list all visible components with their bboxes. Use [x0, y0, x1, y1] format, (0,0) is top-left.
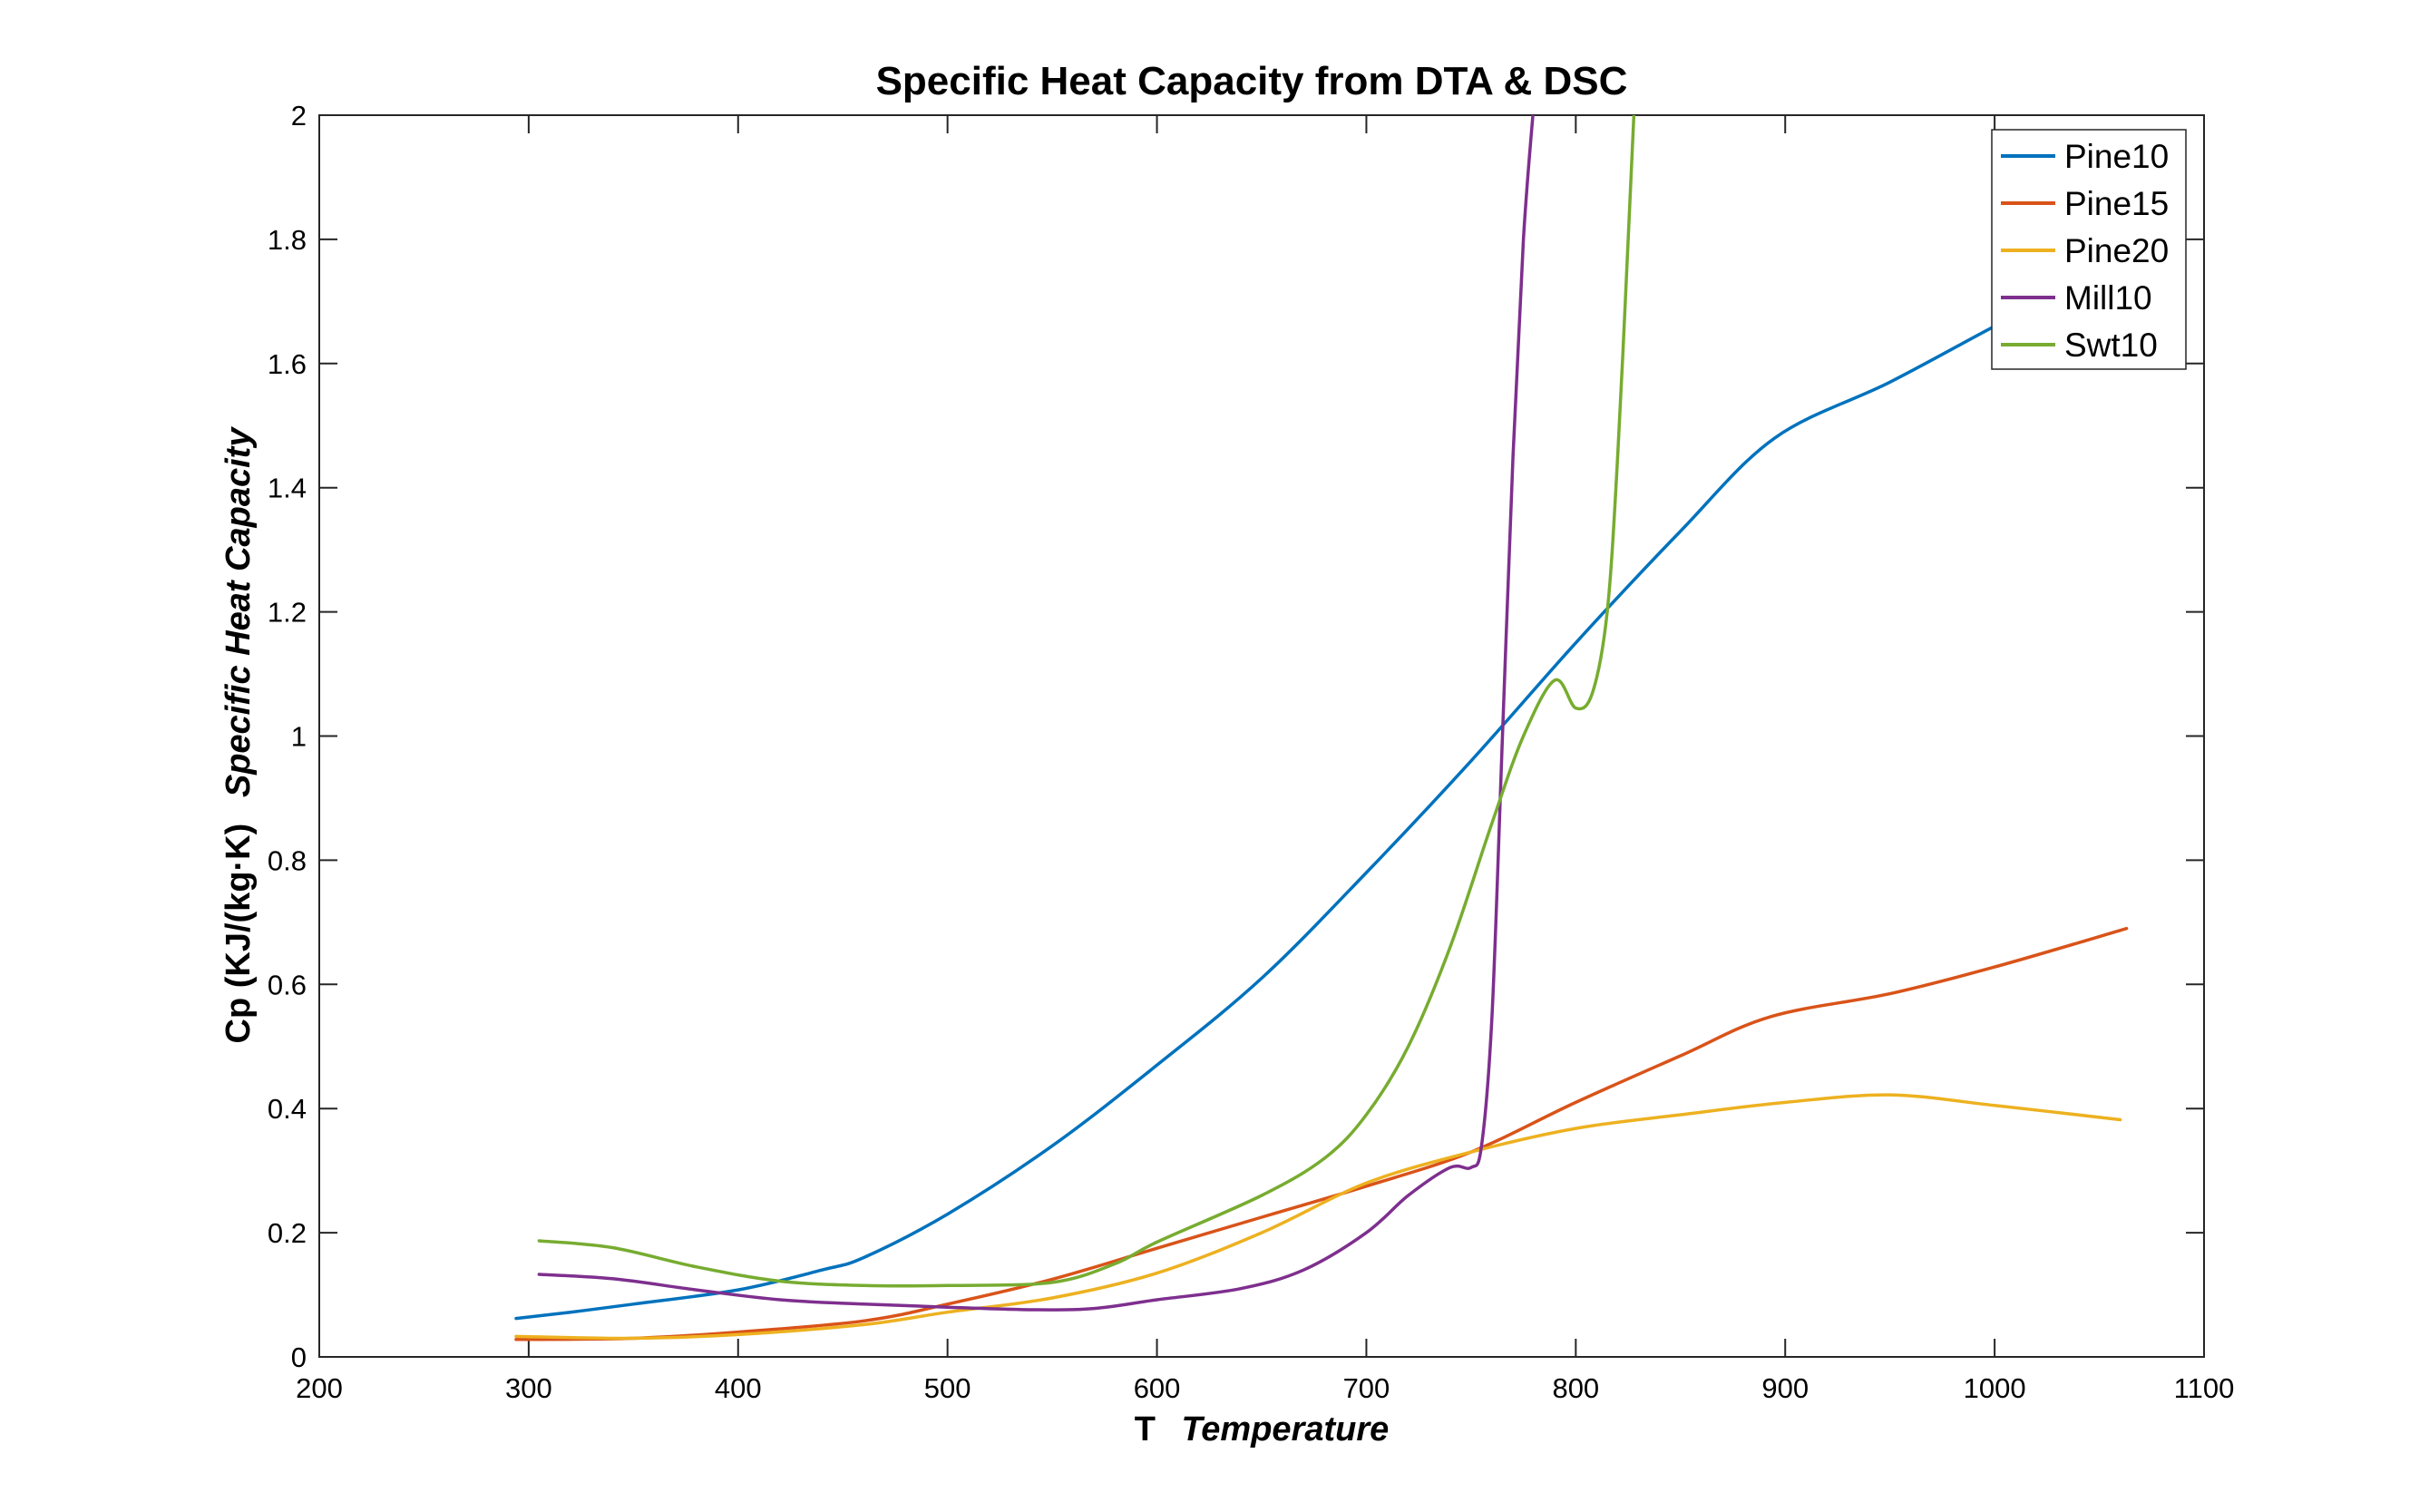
- legend-label-swt10: Swt10: [2064, 327, 2158, 364]
- legend-label-pine15: Pine15: [2064, 185, 2169, 222]
- chart-title: Specific Heat Capacity from DTA & DSC: [876, 59, 1628, 103]
- x-tick-label: 1100: [2174, 1372, 2235, 1404]
- y-tick-label: 1: [291, 721, 307, 753]
- x-tick-label: 300: [505, 1372, 552, 1404]
- y-axis-symbol: Cp (KJ/(kg·K): [219, 824, 258, 1044]
- plot-area: [318, 114, 2205, 1358]
- series-lines: [514, 115, 2129, 1341]
- y-axis-label: Cp (KJ/(kg·K) Specific Heat Capacity: [219, 426, 258, 1044]
- x-axis-symbol: T: [1135, 1410, 1156, 1449]
- y-tick-label: 0.4: [268, 1093, 307, 1125]
- x-axis-name: Temperature: [1182, 1410, 1390, 1449]
- series-line-pine10: [514, 262, 2129, 1321]
- y-tick-label: 0.6: [268, 969, 307, 1000]
- x-tick-label: 500: [924, 1372, 971, 1404]
- y-tick-label: 2: [291, 100, 307, 132]
- x-tick-label: 600: [1134, 1372, 1181, 1404]
- x-tick-label: 900: [1761, 1372, 1809, 1404]
- x-tick-label: 1000: [1964, 1372, 2026, 1404]
- y-tick-label: 0.2: [268, 1217, 307, 1249]
- legend-label-pine10: Pine10: [2064, 138, 2169, 175]
- axis-ticks: [318, 114, 2205, 1358]
- plot-frame: [318, 114, 2205, 1358]
- legend: Pine10 Pine15 Pine20 Mill10 Swt10: [1991, 129, 2187, 370]
- series-line-pine20: [514, 1093, 2122, 1341]
- x-tick-label: 400: [715, 1372, 762, 1404]
- x-axis-label: T Temperature: [1135, 1410, 1390, 1449]
- x-tick-label: 700: [1343, 1372, 1390, 1404]
- y-axis-name: Specific Heat Capacity: [219, 426, 258, 797]
- x-tick-label: 800: [1552, 1372, 1599, 1404]
- y-tick-label: 1.2: [268, 597, 307, 629]
- legend-label-pine20: Pine20: [2064, 232, 2169, 269]
- x-tick-labels: 200 300 400 500 600 700 800 900 1000 1100: [296, 1372, 2234, 1404]
- series-line-mill10: [537, 115, 1535, 1312]
- series-line-swt10: [537, 115, 1636, 1288]
- y-tick-label: 1.8: [268, 224, 307, 256]
- y-tick-label: 1.4: [268, 473, 307, 504]
- y-tick-labels: 0 0.2 0.4 0.6 0.8 1 1.2 1.4 1.6 1.8 2: [268, 100, 307, 1373]
- y-tick-label: 1.6: [268, 348, 307, 380]
- x-tick-label: 200: [296, 1372, 343, 1404]
- y-tick-label: 0.8: [268, 844, 307, 876]
- y-tick-label: 0: [291, 1341, 307, 1373]
- legend-label-mill10: Mill10: [2064, 279, 2152, 317]
